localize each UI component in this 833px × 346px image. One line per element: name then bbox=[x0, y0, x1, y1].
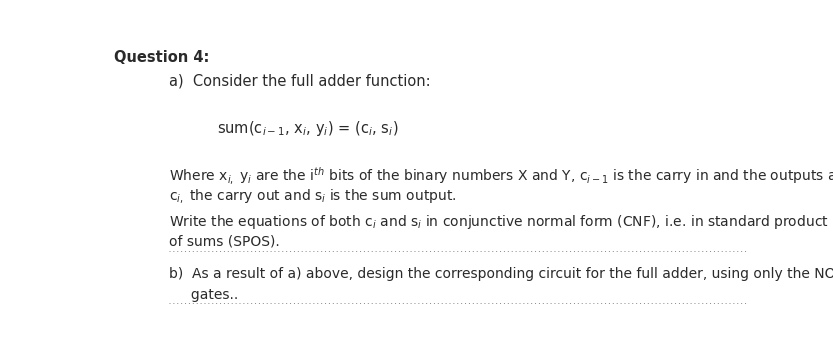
Text: gates..: gates.. bbox=[168, 288, 238, 302]
Text: of sums (SPOS).: of sums (SPOS). bbox=[168, 235, 279, 249]
Text: a)  Consider the full adder function:: a) Consider the full adder function: bbox=[168, 73, 431, 89]
Text: b)  As a result of a) above, design the corresponding circuit for the full adder: b) As a result of a) above, design the c… bbox=[168, 267, 833, 281]
Text: c$_{i,}$ the carry out and s$_{i}$ is the sum output.: c$_{i,}$ the carry out and s$_{i}$ is th… bbox=[168, 187, 456, 205]
Text: Where x$_{i,}$ y$_{i}$ are the i$^{th}$ bits of the binary numbers X and Y, c$_{: Where x$_{i,}$ y$_{i}$ are the i$^{th}$ … bbox=[168, 165, 833, 186]
Text: sum(c$_{i-1}$, x$_{i}$, y$_{i}$) = (c$_{i}$, s$_{i}$): sum(c$_{i-1}$, x$_{i}$, y$_{i}$) = (c$_{… bbox=[217, 119, 398, 138]
Text: Question 4:: Question 4: bbox=[114, 49, 209, 64]
Text: Write the equations of both c$_{i}$ and s$_{i}$ in conjunctive normal form (CNF): Write the equations of both c$_{i}$ and … bbox=[168, 213, 829, 231]
